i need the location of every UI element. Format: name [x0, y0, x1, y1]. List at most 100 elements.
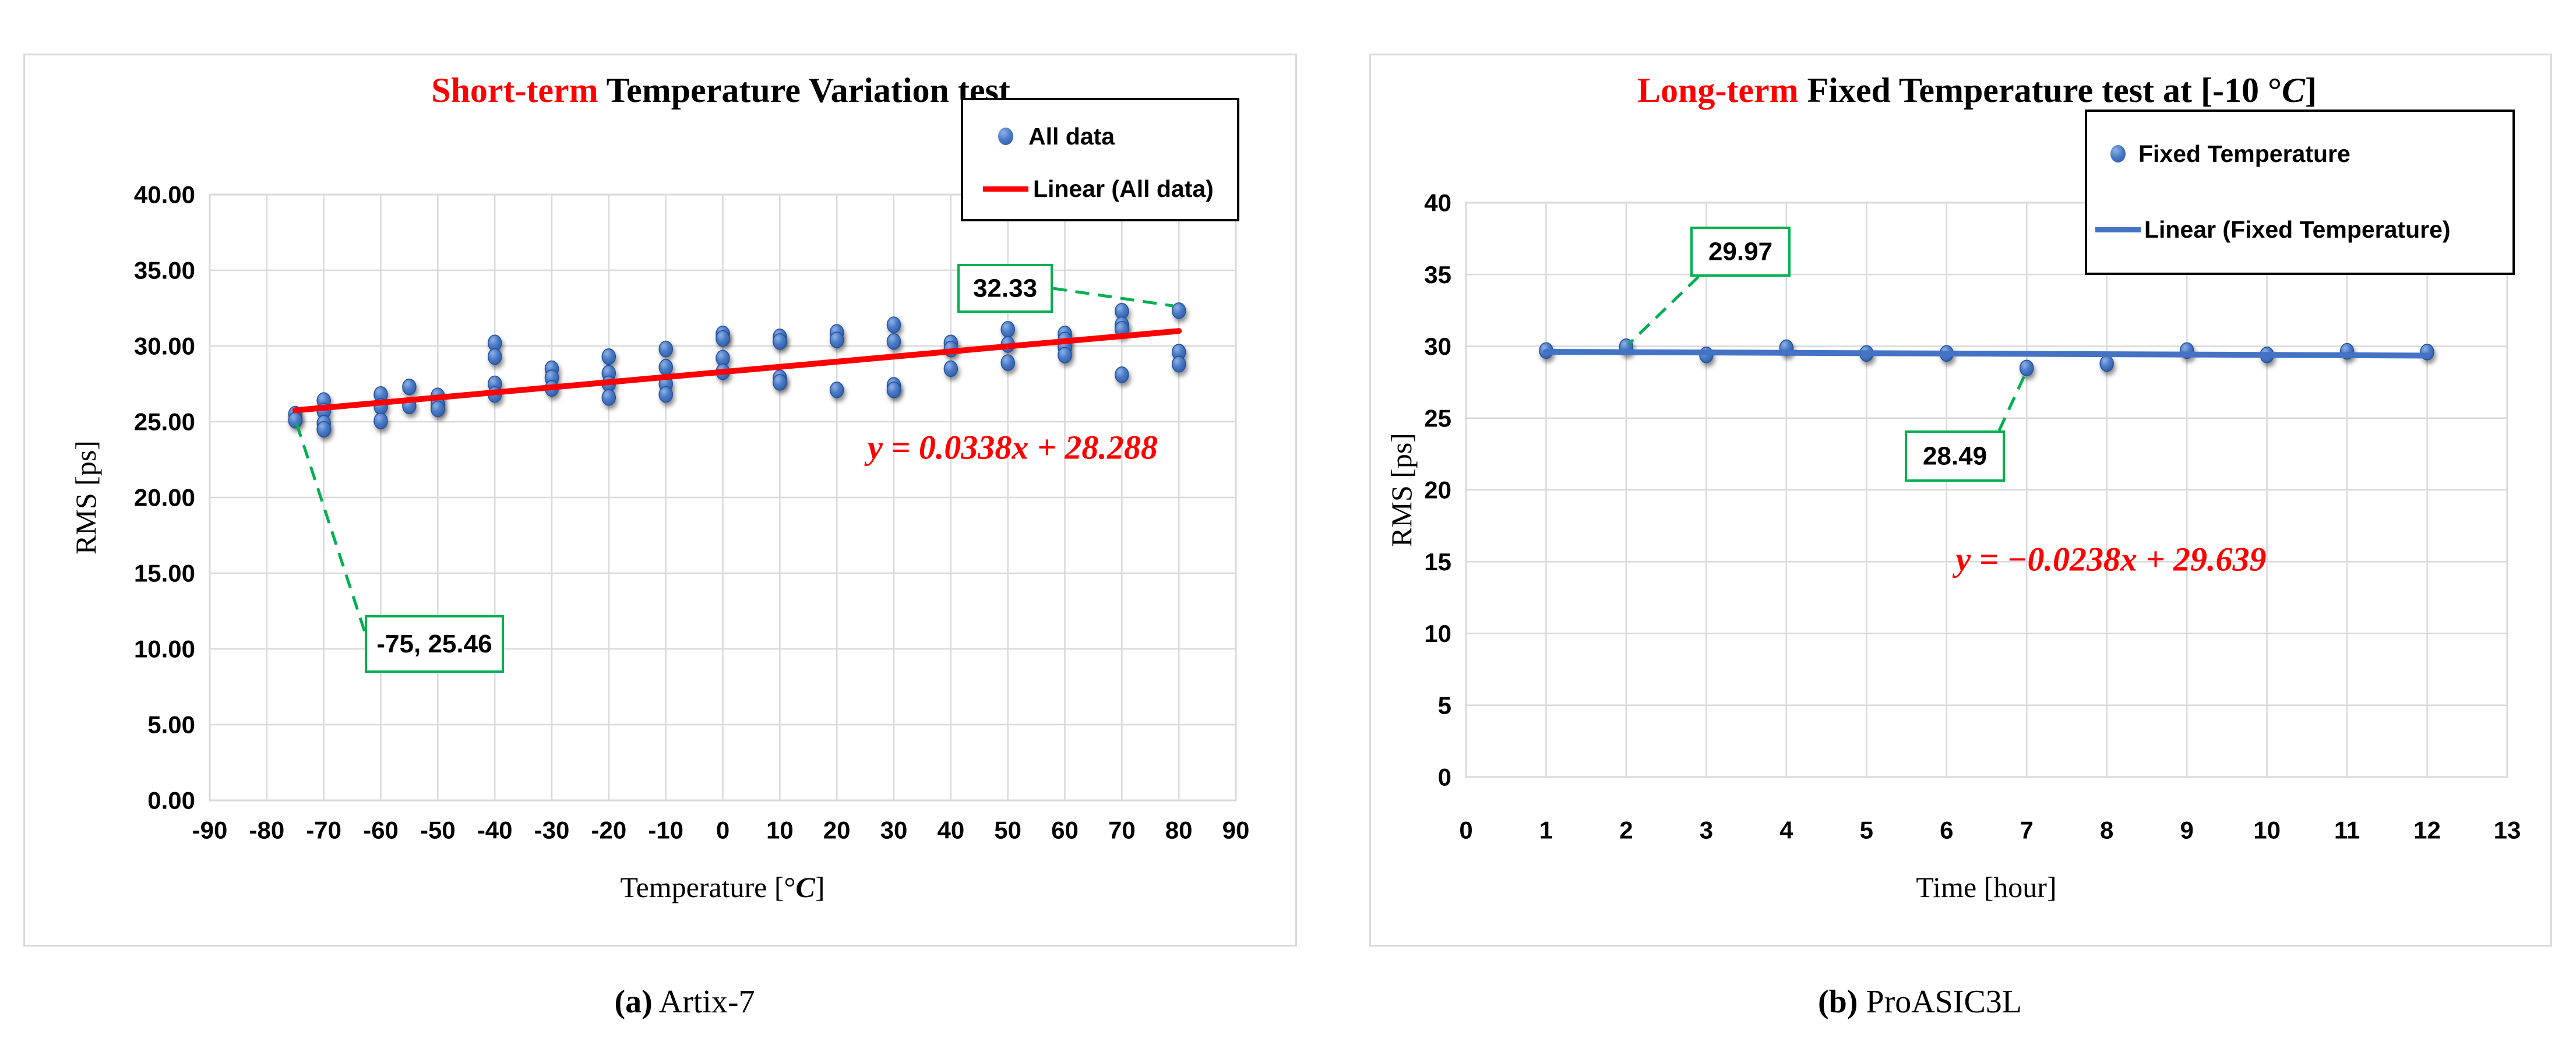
x-tick-label: -20	[591, 817, 626, 844]
data-point	[316, 421, 331, 438]
x-tick-label: 0	[716, 817, 730, 844]
chart-title-accent: Short-term	[431, 71, 598, 110]
x-tick-label: -50	[420, 817, 456, 844]
caption-a-text: Artix-7	[652, 984, 755, 1020]
annotation-leader-line	[295, 423, 369, 641]
chart-title-rest: Temperature Variation test	[598, 71, 1010, 110]
data-point	[658, 340, 673, 358]
y-tick-label: 40	[1424, 189, 1451, 217]
x-tick-label: 11	[2334, 817, 2360, 844]
x-tick-label: -60	[363, 817, 399, 844]
legend-item-all-data: All data	[963, 113, 1237, 160]
y-tick-label: 35	[1424, 261, 1451, 288]
legend-label: All data	[1028, 122, 1115, 150]
annotation-value: 28.49	[1923, 442, 1987, 471]
chart-title-accent: Long-term	[1637, 71, 1799, 110]
caption-b-label: (b)	[1817, 984, 1858, 1020]
x-axis-title-italic: C	[795, 871, 815, 903]
x-tick-label: 2	[1619, 817, 1633, 844]
data-point	[943, 360, 958, 377]
y-tick-label: 5	[1438, 691, 1451, 719]
data-point	[1115, 366, 1129, 383]
scatter-marker-icon	[998, 128, 1013, 145]
x-tick-label: 4	[1779, 817, 1793, 844]
x-axis-title-text: Time [hour]	[1916, 871, 2057, 903]
trendline-marker-icon	[2095, 227, 2141, 232]
x-tick-label: 0	[1459, 817, 1472, 844]
chart-panel-artix7: Short-term Temperature Variation test Al…	[23, 54, 1297, 947]
data-point	[829, 331, 844, 348]
chart-panel-proasic3l: Long-term Fixed Temperature test at [-10…	[1369, 54, 2552, 947]
x-tick-label: 90	[1222, 817, 1250, 844]
y-tick-label: 0.00	[147, 787, 195, 814]
chart-title: Short-term Temperature Variation test	[86, 70, 1356, 111]
x-tick-label: 12	[2413, 817, 2441, 844]
data-point	[1058, 347, 1072, 363]
y-tick-label: 20.00	[134, 484, 195, 511]
x-tick-label: -10	[648, 817, 683, 844]
data-point	[773, 333, 787, 350]
data-point	[288, 412, 303, 429]
y-tick-label: 20	[1424, 476, 1451, 504]
legend-label: Linear (All data)	[1033, 175, 1214, 202]
x-tick-label: -40	[477, 817, 513, 844]
y-tick-label: 10	[1424, 620, 1451, 647]
data-point	[601, 348, 616, 365]
trendline-marker-icon	[983, 186, 1028, 192]
legend-label: Fixed Temperature	[2138, 140, 2351, 167]
x-tick-label: 30	[880, 817, 908, 844]
data-point	[716, 330, 730, 347]
chart-svg: -75, 25.46 32.33 40.00 35.00 30.00 25.00 20.00…	[134, 181, 1250, 844]
data-point	[886, 316, 901, 333]
y-tick-label: 10.00	[134, 636, 195, 663]
x-tick-label: 8	[2100, 817, 2113, 844]
chart-title-rest: Fixed Temperature test at [-10 °	[1798, 71, 2282, 110]
plot-border	[1465, 202, 2508, 778]
y-tick-label: 25.00	[134, 408, 195, 436]
data-point	[2019, 359, 2034, 376]
y-tick-label: 40.00	[134, 181, 195, 209]
y-tick-label: 25	[1424, 404, 1451, 432]
chart-title: Long-term Fixed Temperature test at [-10…	[1387, 70, 2567, 111]
x-tick-label: 5	[1860, 817, 1873, 844]
annotation-box	[1905, 430, 2005, 482]
data-point	[431, 400, 445, 418]
x-tick-label: 60	[1051, 817, 1079, 844]
x-axis-title: Temperature [°C]	[620, 870, 824, 904]
x-tick-label: 9	[2180, 817, 2193, 844]
annotation-box	[365, 615, 504, 673]
annotation-leader-line	[1627, 276, 1700, 345]
data-point	[886, 382, 901, 398]
annotation-value: 29.97	[1708, 238, 1772, 266]
caption-a: (a) Artix-7	[614, 983, 755, 1021]
data-point	[487, 348, 502, 365]
trendline-equation: y = −0.0238x + 29.639	[1955, 540, 2267, 578]
x-tick-label: -90	[192, 817, 228, 844]
x-tick-label: 7	[2020, 817, 2034, 844]
trendline	[292, 328, 1182, 414]
data-point	[2099, 355, 2114, 372]
data-point	[829, 382, 844, 398]
data-point	[1000, 354, 1015, 371]
annotation-box	[957, 264, 1053, 313]
data-point	[773, 374, 787, 391]
x-tick-label: 10	[766, 817, 794, 844]
chart-title-italic: C	[2281, 71, 2306, 110]
x-tick-label: 3	[1700, 817, 1713, 844]
x-tick-label: -70	[306, 817, 341, 844]
y-tick-label: 15.00	[134, 560, 195, 587]
caption-a-label: (a)	[614, 984, 653, 1020]
data-point	[1171, 355, 1186, 373]
data-point	[402, 378, 417, 396]
x-tick-label: 10	[2253, 817, 2281, 844]
y-tick-label: 5.00	[147, 711, 195, 739]
y-tick-label: 30.00	[134, 333, 195, 360]
annotation-value: -75, 25.46	[376, 630, 492, 658]
annotation-leader-line	[1997, 370, 2028, 432]
y-tick-label: 35.00	[134, 257, 195, 284]
data-point	[601, 389, 616, 406]
x-axis-title-text: Temperature [°	[620, 871, 796, 903]
x-axis-title-post: ]	[815, 871, 825, 903]
